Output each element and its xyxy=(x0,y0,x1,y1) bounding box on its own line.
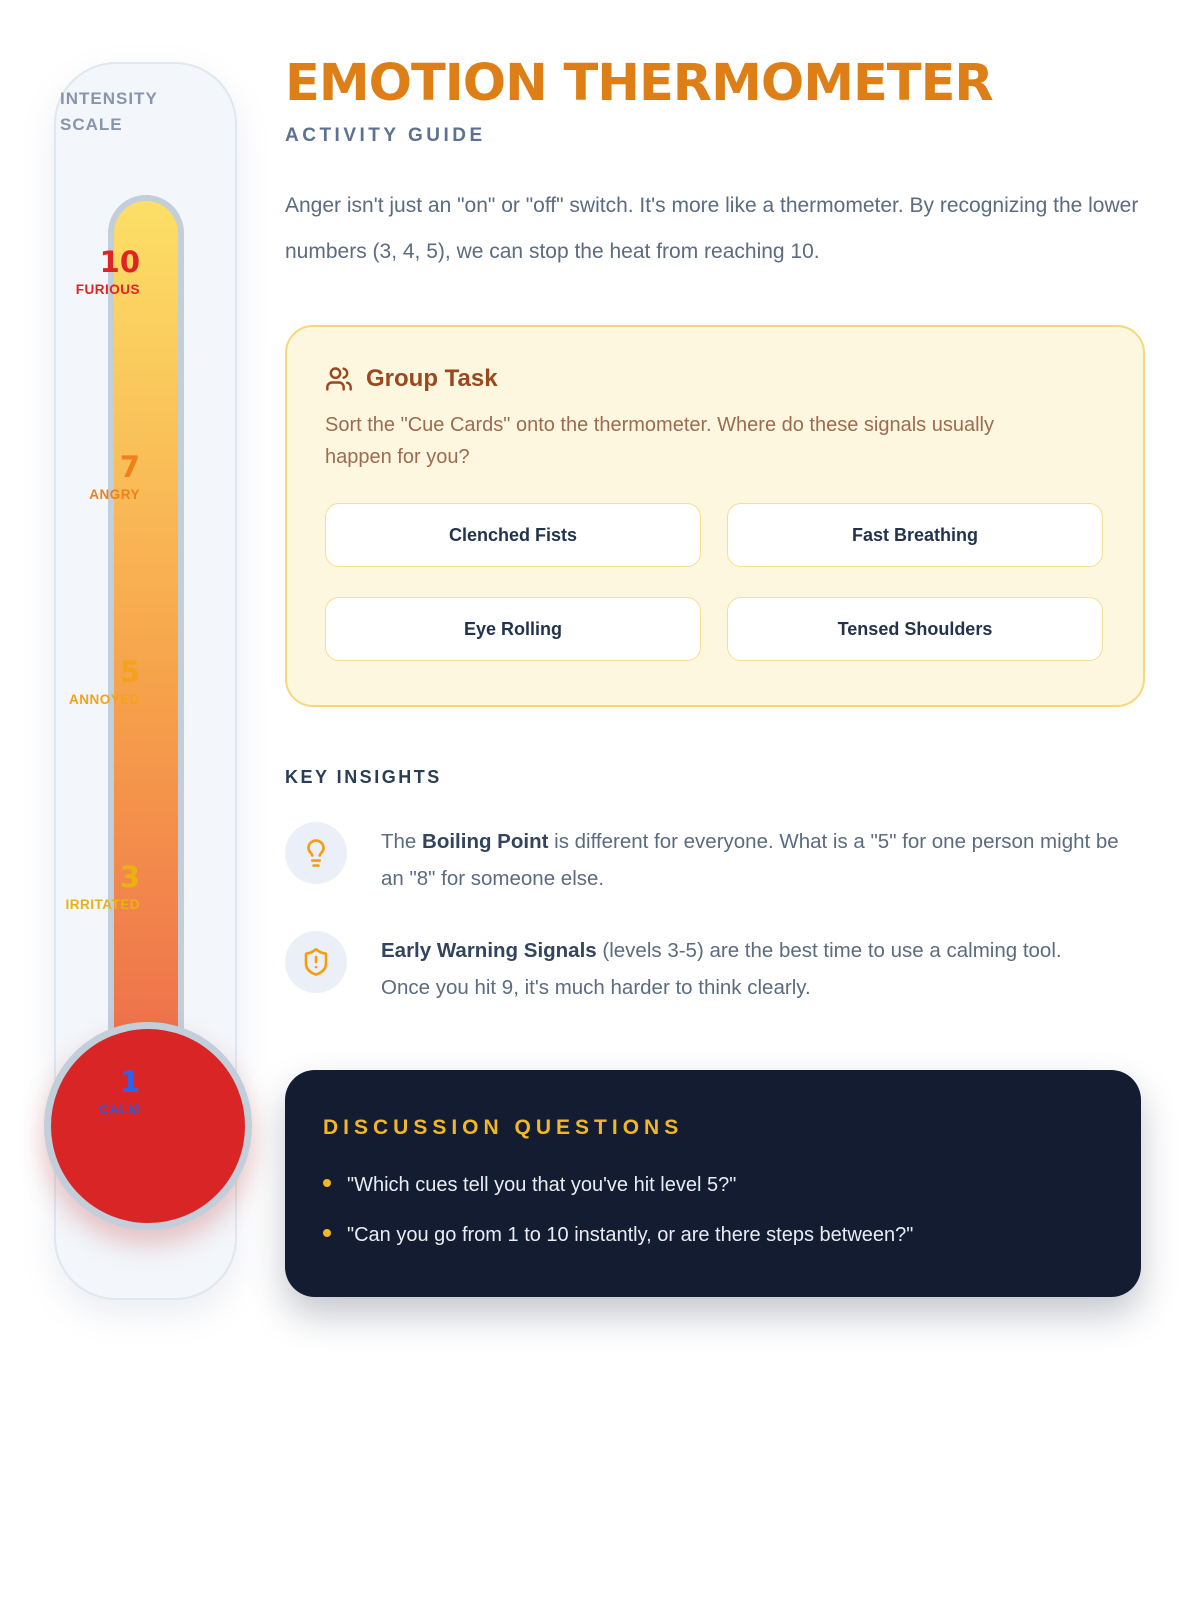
cue-card-clenched-fists[interactable]: Clenched Fists xyxy=(325,503,701,568)
thermometer-tube xyxy=(108,195,184,1100)
discussion-question-text: "Which cues tell you that you've hit lev… xyxy=(347,1174,737,1197)
group-task-card: Group Task Sort the "Cue Cards" onto the… xyxy=(285,325,1145,708)
level-number: 7 xyxy=(119,450,140,484)
level-5-annoyed: 5 ANNOYED xyxy=(20,657,140,707)
level-3-irritated: 3 IRRITATED xyxy=(20,860,141,912)
main-content: EMOTION THERMOMETER ACTIVITY GUIDE Anger… xyxy=(285,0,1145,1298)
insight-text: Early Warning Signals (levels 3-5) are t… xyxy=(381,939,1062,999)
cue-card-fast-breathing[interactable]: Fast Breathing xyxy=(727,503,1103,568)
discussion-questions-list: "Which cues tell you that you've hit lev… xyxy=(323,1174,1101,1247)
intro-paragraph: Anger isn't just an "on" or "off" switch… xyxy=(285,194,1139,264)
thermometer-bulb xyxy=(44,1022,252,1230)
level-label: ANNOYED xyxy=(68,692,140,707)
insight-item: Early Warning Signals (levels 3-5) are t… xyxy=(285,931,1145,1006)
group-task-title: Group Task xyxy=(366,365,498,393)
discussion-question: "Which cues tell you that you've hit lev… xyxy=(323,1174,1101,1197)
cue-card-eye-rolling[interactable]: Eye Rolling xyxy=(325,597,701,662)
group-task-header: Group Task xyxy=(325,365,1103,393)
discussion-question: "Can you go from 1 to 10 instantly, or a… xyxy=(323,1224,1101,1247)
level-1-calm: 1 CALM xyxy=(20,1067,140,1117)
key-insights-title: KEY INSIGHTS xyxy=(285,767,442,788)
level-number: 3 xyxy=(119,860,140,894)
level-label: FURIOUS xyxy=(75,282,140,297)
discussion-questions-card: DISCUSSION QUESTIONS "Which cues tell yo… xyxy=(285,1070,1141,1298)
users-icon xyxy=(325,365,353,393)
level-label: ANGRY xyxy=(89,487,140,502)
level-number: 1 xyxy=(119,1065,140,1099)
level-label: CALM xyxy=(99,1102,140,1117)
level-label: IRRITATED xyxy=(65,897,140,912)
intensity-scale-title: INTENSITY SCALE xyxy=(60,89,158,135)
page-subtitle: ACTIVITY GUIDE xyxy=(285,125,486,146)
group-task-description: Sort the "Cue Cards" onto the thermomete… xyxy=(325,414,994,469)
level-number: 10 xyxy=(99,245,140,279)
level-number: 5 xyxy=(119,655,140,689)
intensity-scale-panel: INTENSITY SCALE 10 FURIOUS 7 ANGRY 5 ANN… xyxy=(44,62,252,1300)
cue-card-grid: Clenched Fists Fast Breathing Eye Rollin… xyxy=(325,503,1103,662)
insight-text: The Boiling Point is different for every… xyxy=(381,830,1119,890)
discussion-question-text: "Can you go from 1 to 10 instantly, or a… xyxy=(347,1224,914,1247)
level-7-angry: 7 ANGRY xyxy=(20,452,140,502)
level-10-furious: 10 FURIOUS xyxy=(20,247,140,297)
discussion-questions-title: DISCUSSION QUESTIONS xyxy=(323,1116,684,1140)
lightbulb-icon xyxy=(285,822,347,885)
insight-item: The Boiling Point is different for every… xyxy=(285,822,1145,897)
bullet-icon xyxy=(323,1229,331,1238)
page-title: EMOTION THERMOMETER xyxy=(285,54,994,113)
shield-alert-icon xyxy=(285,931,347,994)
cue-card-tensed-shoulders[interactable]: Tensed Shoulders xyxy=(727,597,1103,662)
bullet-icon xyxy=(323,1179,331,1188)
